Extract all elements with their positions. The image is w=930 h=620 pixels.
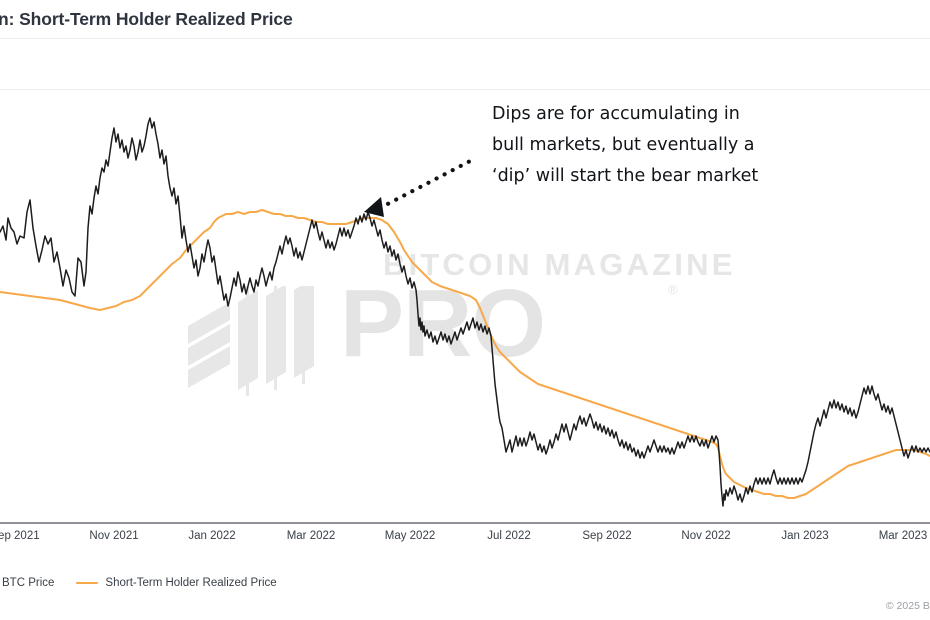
legend-item-sth-realized-price[interactable]: Short-Term Holder Realized Price [76,577,277,589]
x-axis-tick-label: Jan 2023 [781,530,829,542]
annotation-line-1: Dips are for accumulating in [492,104,740,124]
x-axis-tick-label: Sep 2022 [582,530,632,542]
chart-annotation: Dips are for accumulating in bull market… [492,99,862,192]
annotation-arrow-icon [360,150,490,220]
annotation-line-2: bull markets, but eventually a [492,135,755,155]
header-divider-bottom [0,89,930,90]
page-title: coin: Short-Term Holder Realized Price [0,8,293,29]
copyright-footer: © 2025 Bitcoin M [885,600,930,612]
header-divider-top [0,38,930,39]
legend-label-btc-price: BTC Price [2,577,55,589]
chart-legend: BTC Price Short-Term Holder Realized Pri… [0,575,277,591]
plot-area [0,90,930,522]
x-axis-tick-label: Mar 2023 [878,530,928,542]
x-axis-line [0,522,930,524]
x-axis-tick-label: Jan 2022 [188,530,236,542]
x-axis-tick-label: Jul 2022 [487,530,531,542]
x-axis-tick-label: May 2022 [384,530,436,542]
x-axis-tick-label: Sep 2021 [0,530,40,542]
legend-label-sth-realized-price: Short-Term Holder Realized Price [105,577,277,589]
x-axis-tick-label: Nov 2021 [89,530,139,542]
sth-realized-price-line [0,209,930,499]
price-chart-svg [0,117,930,507]
x-axis-tick-label: Mar 2022 [286,530,336,542]
annotation-line-3: ‘dip’ will start the bear market [492,166,759,186]
x-axis-tick-label: Nov 2022 [681,530,731,542]
legend-item-btc-price[interactable]: BTC Price [0,577,54,589]
chart-header: coin: Short-Term Holder Realized Price [0,0,930,38]
legend-swatch-sth-realized-price [76,581,99,585]
btc-price-line [0,117,930,507]
